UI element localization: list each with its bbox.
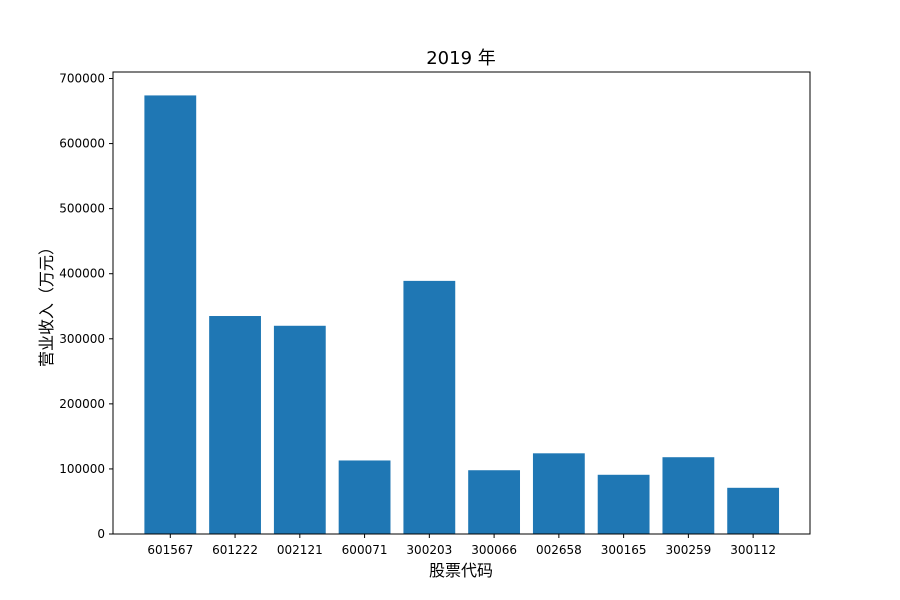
x-tick-label: 002121 <box>277 543 323 557</box>
bar-300259 <box>662 457 715 534</box>
x-tick-label: 600071 <box>342 543 388 557</box>
x-axis-label: 股票代码 <box>429 561 493 580</box>
plot-frame <box>112 71 811 535</box>
bar-002121 <box>273 325 326 534</box>
x-tick-label: 300066 <box>471 543 517 557</box>
x-tick-label: 300203 <box>406 543 452 557</box>
bar-600071 <box>338 460 391 534</box>
x-axis: 601567 601222 002121 600071 300203 300066 0026… <box>147 534 776 557</box>
y-tick-label: 700000 <box>59 72 105 86</box>
x-tick-label: 601222 <box>212 543 258 557</box>
y-tick-label: 600000 <box>59 137 105 151</box>
bar-002658 <box>532 453 585 534</box>
bar-601222 <box>209 316 261 534</box>
y-tick-label: 0 <box>97 527 105 541</box>
chart-title: 2019 年 <box>426 48 496 69</box>
y-tick-label: 300000 <box>59 332 105 346</box>
x-tick-label: 002658 <box>536 543 582 557</box>
y-tick-label: 500000 <box>59 202 105 216</box>
bar-300203 <box>403 280 456 534</box>
bar-601567 <box>144 95 197 534</box>
bar-300165 <box>597 474 650 534</box>
y-axis: 0 100000 200000 300000 400000 500000 600000 700… <box>59 72 113 541</box>
x-tick-label: 300112 <box>730 543 776 557</box>
y-tick-label: 200000 <box>59 397 105 411</box>
x-tick-label: 300259 <box>665 543 711 557</box>
bar-300112 <box>727 487 780 534</box>
bars-group <box>144 95 780 534</box>
y-tick-label: 400000 <box>59 267 105 281</box>
bar-300066 <box>468 470 521 534</box>
x-tick-label: 300165 <box>601 543 647 557</box>
y-tick-label: 100000 <box>59 462 105 476</box>
y-axis-label: 营业收入（万元） <box>37 239 56 367</box>
x-tick-label: 601567 <box>147 543 193 557</box>
